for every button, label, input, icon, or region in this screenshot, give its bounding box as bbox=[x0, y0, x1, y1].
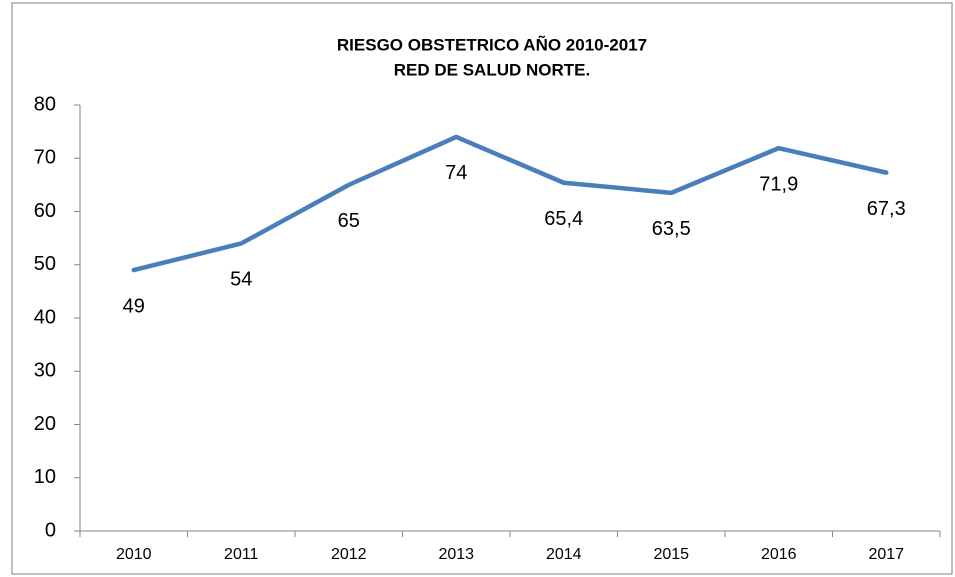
data-label: 71,9 bbox=[759, 173, 798, 195]
y-tick-label: 80 bbox=[34, 93, 56, 115]
x-tick-label: 2013 bbox=[438, 546, 474, 563]
data-label: 74 bbox=[445, 162, 467, 184]
y-tick-label: 20 bbox=[34, 413, 56, 435]
data-label: 49 bbox=[123, 295, 145, 317]
data-label: 65 bbox=[338, 210, 360, 232]
data-label: 67,3 bbox=[867, 198, 906, 220]
line-series bbox=[131, 134, 889, 273]
chart-border bbox=[11, 2, 953, 575]
data-label: 65,4 bbox=[544, 208, 583, 230]
y-tick-label: 10 bbox=[34, 466, 56, 488]
y-tick-label: 40 bbox=[34, 306, 56, 328]
x-tick-label: 2017 bbox=[868, 546, 904, 563]
chart-title: RIESGO OBSTETRICO AÑO 2010-2017 bbox=[337, 34, 647, 54]
y-tick-label: 60 bbox=[34, 200, 56, 222]
x-tick-label: 2012 bbox=[331, 546, 367, 563]
y-tick-label: 30 bbox=[34, 360, 56, 382]
x-tick-label: 2014 bbox=[546, 546, 582, 563]
data-label: 63,5 bbox=[652, 218, 691, 240]
x-tick-label: 2010 bbox=[116, 546, 152, 563]
y-tick-label: 70 bbox=[34, 147, 56, 169]
x-tick-label: 2011 bbox=[224, 546, 259, 563]
chart-subtitle: RED DE SALUD NORTE. bbox=[394, 60, 590, 79]
y-tick-label: 50 bbox=[34, 253, 56, 275]
x-tick-label: 2016 bbox=[761, 546, 797, 563]
x-tick-label: 2015 bbox=[653, 546, 689, 563]
y-tick-label: 0 bbox=[45, 519, 56, 541]
data-label: 54 bbox=[230, 269, 252, 291]
